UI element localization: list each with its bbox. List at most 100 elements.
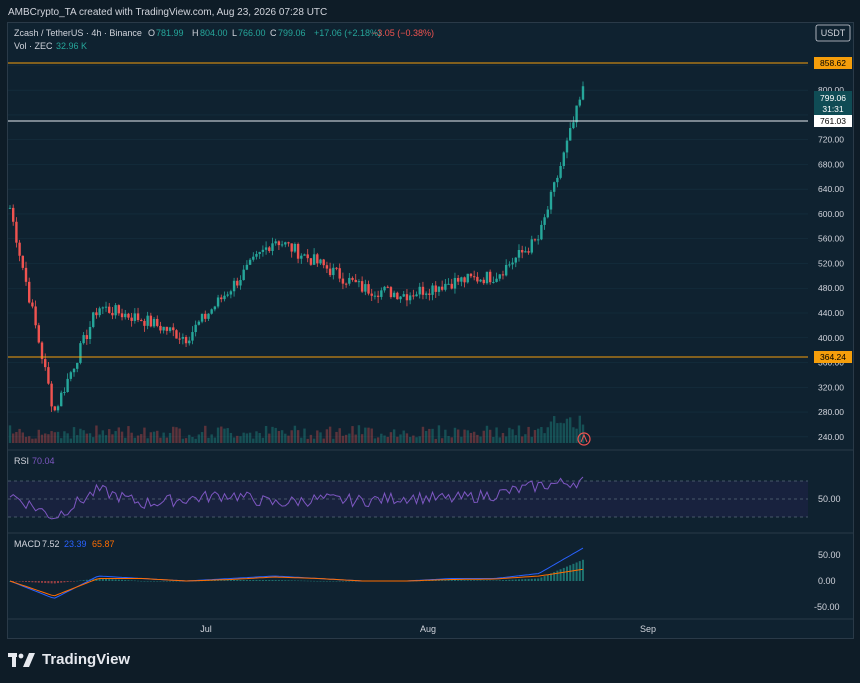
macd-histogram-bar xyxy=(105,578,108,581)
candle-body xyxy=(488,271,492,283)
macd-histogram-bar xyxy=(66,581,69,582)
macd-histogram-bar xyxy=(271,580,274,581)
volume-bar xyxy=(242,432,245,443)
volume-bar xyxy=(386,436,389,443)
macd-histogram-bar xyxy=(514,579,517,581)
candle-body xyxy=(149,315,153,327)
macd-histogram-bar xyxy=(524,579,527,581)
macd-histogram-bar xyxy=(143,581,146,582)
candle-body xyxy=(98,308,101,316)
macd-histogram-bar xyxy=(210,580,213,581)
volume-bar xyxy=(453,427,457,443)
volume-bar xyxy=(104,435,108,443)
volume-bar xyxy=(229,432,233,443)
macd-histogram-bar xyxy=(178,581,181,582)
current-price-value: 799.06 xyxy=(820,93,846,103)
volume-bar xyxy=(469,432,473,443)
volume-bar xyxy=(15,431,18,443)
candle-body xyxy=(572,122,575,129)
volume-bar xyxy=(152,431,156,443)
volume-bar xyxy=(69,438,73,443)
volume-bar xyxy=(95,425,98,443)
macd-histogram-bar xyxy=(261,580,264,581)
macd-histogram-bar xyxy=(309,580,312,582)
macd-histogram-bar xyxy=(527,578,530,581)
rsi-pane: RSI 70.04 50.00 xyxy=(8,456,841,520)
candle-body xyxy=(354,279,357,283)
candle-body xyxy=(130,317,133,321)
candle-body xyxy=(440,286,444,290)
volume-bar xyxy=(287,435,290,443)
candle-body xyxy=(146,315,149,326)
price-tick-label: 280.00 xyxy=(818,407,844,417)
candle-body xyxy=(200,313,204,322)
candle-body xyxy=(15,221,18,243)
macd-histogram-bar xyxy=(233,580,236,581)
volume-bar xyxy=(264,425,268,443)
candle-body xyxy=(229,291,233,295)
candle-body xyxy=(424,293,428,295)
currency-button[interactable]: USDT xyxy=(815,24,851,42)
macd-histogram-bar xyxy=(556,570,559,581)
macd-histogram-bar xyxy=(316,580,319,582)
svg-text:761.03: 761.03 xyxy=(820,116,846,126)
volume-bar xyxy=(581,424,585,443)
macd-histogram-bar xyxy=(60,581,63,583)
candle-body xyxy=(415,294,418,297)
candle-body xyxy=(332,267,335,276)
candle-body xyxy=(364,284,367,292)
volume-bar xyxy=(485,425,489,443)
volume-bar xyxy=(501,432,505,443)
candle-body xyxy=(575,105,578,123)
candle-body xyxy=(133,313,137,321)
macd-histogram-bar xyxy=(540,577,543,581)
volume-bar xyxy=(175,427,178,443)
macd-histogram-bar xyxy=(153,581,156,582)
volume-bar xyxy=(351,426,354,443)
macd-histogram-bar xyxy=(133,580,136,582)
volume-bar xyxy=(178,428,181,443)
macd-tick-neg50: -50.00 xyxy=(814,602,840,612)
volume-bar xyxy=(184,438,188,443)
macd-histogram-bar xyxy=(162,581,165,582)
open-value: 781.99 xyxy=(156,28,184,38)
candle-body xyxy=(444,283,447,290)
candle-body xyxy=(437,286,441,292)
volume-bar xyxy=(117,427,121,443)
volume-bar xyxy=(399,434,402,443)
volume-bar xyxy=(412,435,415,443)
volume-bar xyxy=(421,426,425,443)
candle-body xyxy=(428,293,431,295)
candle-body xyxy=(514,257,517,263)
macd-histogram-bar xyxy=(578,561,581,581)
macd-histogram-bar xyxy=(546,574,549,581)
macd-histogram-bar xyxy=(236,580,239,581)
candle-body xyxy=(290,243,293,252)
volume-bar xyxy=(28,436,31,443)
price-tick-label: 440.00 xyxy=(818,308,844,318)
volume-bar xyxy=(373,438,377,443)
macd-histogram-bar xyxy=(505,579,508,581)
candle-body xyxy=(79,343,82,363)
volume-bar xyxy=(415,437,418,443)
macd-histogram-bar xyxy=(124,580,127,581)
volume-bar xyxy=(316,430,319,443)
macd-value-1: 7.52 xyxy=(42,539,60,549)
volume-bar xyxy=(402,430,405,443)
chart-frame[interactable]: Zcash / TetherUS · 4h · Binance O 781.99… xyxy=(7,22,854,639)
macd-histogram-bar xyxy=(111,579,114,581)
macd-histogram-bar xyxy=(441,580,444,581)
volume-bar xyxy=(197,434,201,443)
ohlc-legend: Zcash / TetherUS · 4h · Binance O 781.99… xyxy=(14,28,434,51)
candle-body xyxy=(472,276,476,278)
volume-bar xyxy=(130,432,133,443)
alert-icon[interactable] xyxy=(577,432,591,446)
candle-body xyxy=(549,191,553,210)
candle-body xyxy=(223,295,226,300)
candle-body xyxy=(405,294,409,301)
volume-bar xyxy=(159,437,162,443)
current-price-label: 799.06 31:31 xyxy=(814,91,852,115)
price-chart[interactable]: Zcash / TetherUS · 4h · Binance O 781.99… xyxy=(8,23,853,638)
candle-body xyxy=(162,326,165,331)
tradingview-logo[interactable]: TradingView xyxy=(8,651,130,668)
